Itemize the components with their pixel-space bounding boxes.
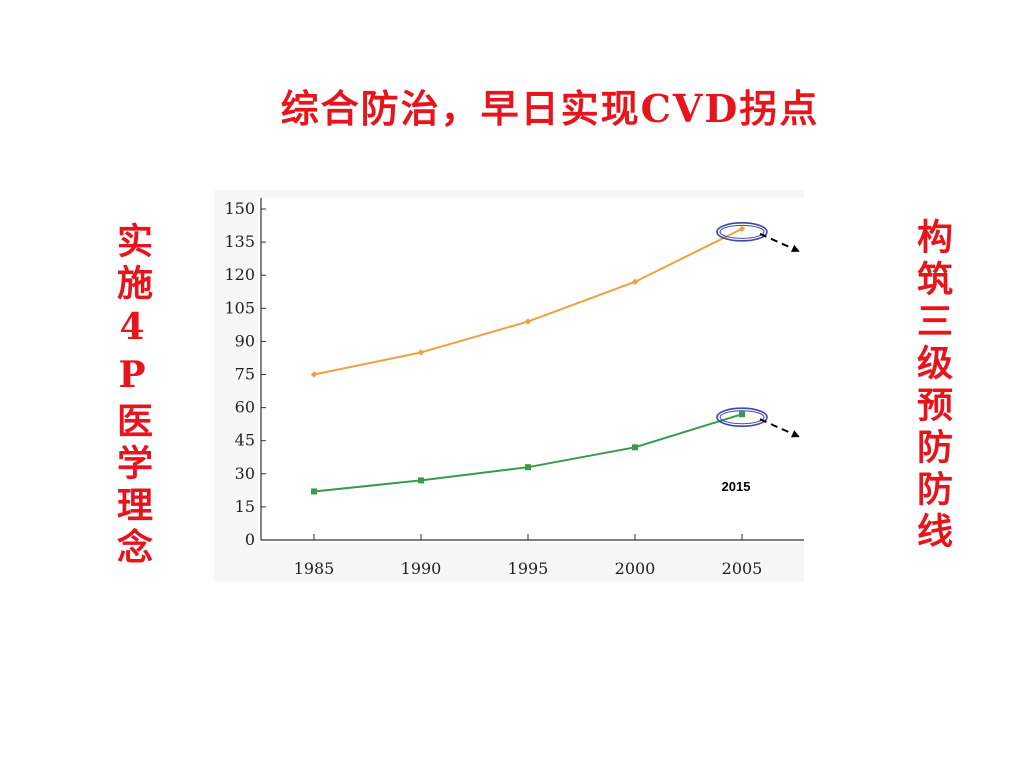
data-point (310, 371, 318, 378)
annotation-layer: 2015 (722, 479, 751, 494)
series-1 (310, 222, 800, 378)
left-vertical-caption: 实施4P医学理念 (111, 222, 153, 570)
y-tick-label: 90 (235, 331, 255, 350)
data-point (525, 464, 531, 471)
x-tick-label: 1985 (294, 559, 335, 578)
y-tick-label: 75 (235, 365, 255, 384)
y-tick-label: 135 (224, 232, 255, 251)
x-tick-label: 2005 (722, 559, 763, 578)
annotation-label: 2015 (722, 479, 751, 494)
axes: 0 15 30 45 60 75 90 105 120 135 150 1985 1990 1995 200… (224, 198, 804, 578)
trend-arrow (759, 232, 800, 253)
right-vertical-caption: 构筑三级预防防线 (911, 218, 953, 554)
y-tick-label: 105 (224, 298, 255, 317)
highlight-ellipse (716, 407, 768, 428)
x-tick-label: 1995 (508, 559, 549, 578)
series-2 (311, 407, 800, 495)
trend-arrow (759, 418, 800, 438)
line-chart: 0 15 30 45 60 75 90 105 120 135 150 1985 1990 1995 200… (214, 190, 804, 582)
y-tick-label: 15 (235, 497, 255, 516)
series-layer (310, 222, 800, 495)
y-tick-label: 60 (235, 398, 255, 417)
data-point (632, 444, 638, 451)
data-point (524, 318, 532, 325)
y-tick-label: 30 (235, 464, 255, 483)
y-tick-label: 45 (235, 431, 255, 450)
data-point (311, 488, 317, 495)
data-point (418, 477, 424, 484)
x-tick-label: 2000 (615, 559, 656, 578)
slide-title: 综合防治，早日实现CVD拐点 (280, 86, 820, 131)
data-point (631, 278, 639, 286)
y-tick-label: 0 (245, 530, 255, 549)
y-tick-label: 120 (224, 265, 255, 284)
x-tick-label: 1990 (401, 559, 442, 578)
data-point (739, 411, 745, 418)
data-point (738, 225, 746, 233)
plot-area (258, 198, 804, 542)
y-tick-label: 150 (224, 199, 255, 218)
highlight-ellipse-inner (719, 410, 765, 425)
highlight-ellipse-inner (719, 224, 765, 239)
highlight-ellipse (716, 222, 768, 242)
data-point (417, 349, 425, 356)
